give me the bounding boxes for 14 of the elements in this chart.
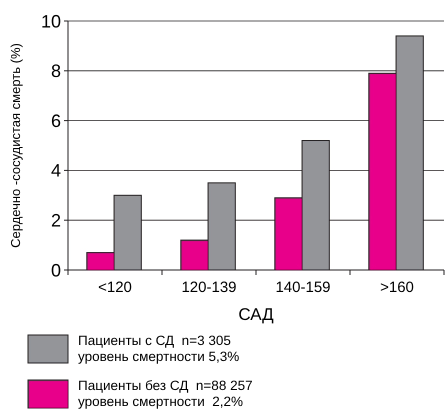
x-axis-title: САД	[238, 305, 274, 324]
y-tick-label: 2	[50, 210, 61, 230]
y-tick-label: 10	[40, 11, 61, 32]
x-tick-label: <120	[98, 279, 132, 296]
x-tick-label: >160	[380, 279, 414, 296]
x-tick-label: 120-139	[181, 279, 237, 296]
y-tick-label: 0	[50, 260, 61, 280]
y-tick-label: 6	[50, 110, 61, 131]
y-tick-label: 8	[50, 61, 61, 82]
y-axis-title: Сердечно -сосудистая смерть (%)	[8, 43, 23, 248]
y-tick-label: 4	[50, 160, 61, 181]
x-tick-label: 140-159	[275, 279, 331, 296]
legend-label: Пациенты с СД n=3 305 уровень смертности 5,3%	[78, 333, 240, 364]
legend-label: Пациенты без СД n=88 257 уровень смертности 2,2%	[78, 378, 253, 409]
